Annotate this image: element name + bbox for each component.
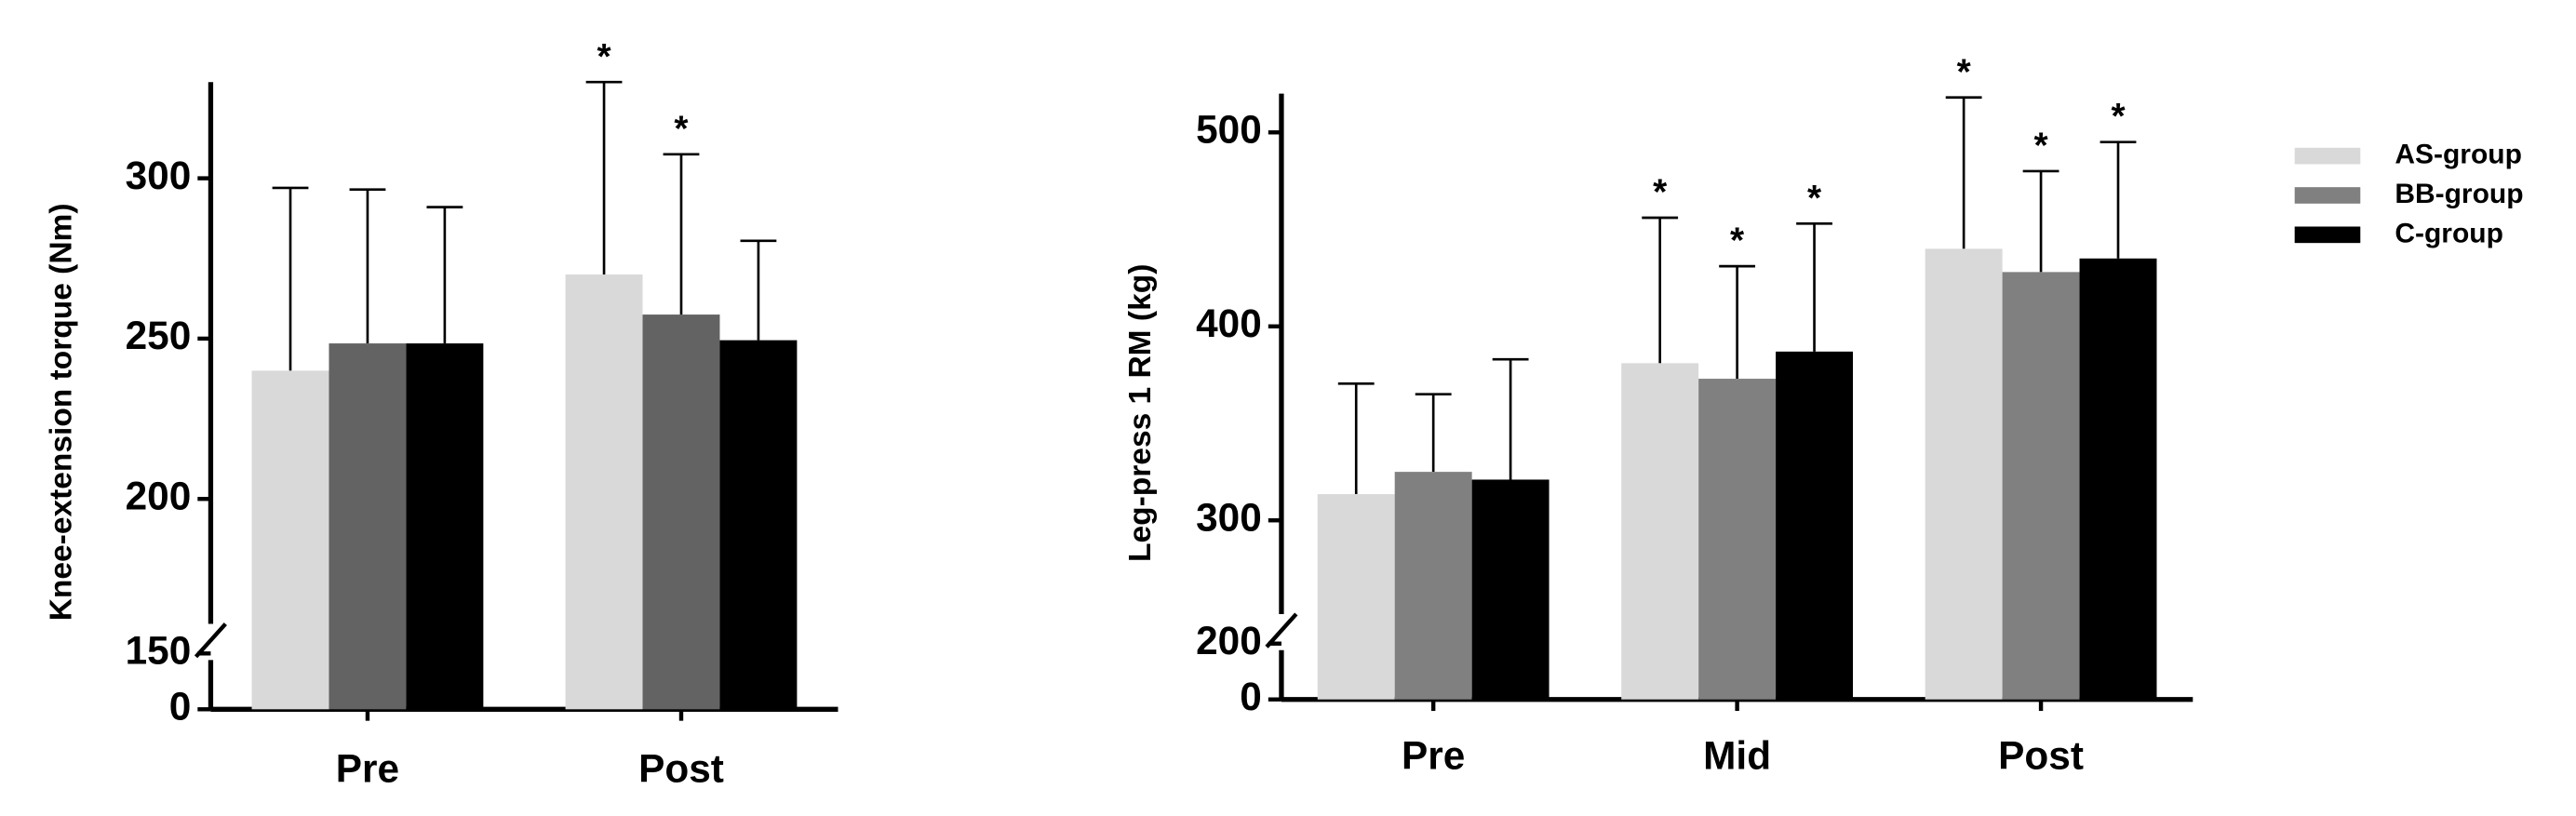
legend-label: BB-group [2395,179,2523,209]
bar [719,340,798,710]
y-tick-label: 300 [1196,495,1262,539]
bar [251,370,329,710]
bar [2079,258,2157,700]
y-tick-label: 0 [169,684,192,728]
significance-marker: * [597,37,611,77]
bar [406,343,484,710]
bar [1776,351,1854,700]
significance-marker: * [1730,221,1745,261]
significance-marker: * [1957,52,1972,92]
bar [2002,272,2080,700]
legend-swatch [2294,147,2361,165]
x-tick-label: Post [638,747,724,791]
legend-swatch [2294,226,2361,244]
y-tick-label: 400 [1196,301,1262,345]
y-tick-label: 200 [126,474,192,517]
bar [1925,248,2003,700]
significance-marker: * [2034,127,2049,167]
y-axis-label: Leg-press 1 RM (kg) [1123,264,1158,562]
bar [1621,363,1699,700]
bar [1698,379,1777,700]
legend-label: C-group [2395,218,2503,248]
significance-marker: * [2111,97,2126,137]
axis-break [1265,612,1298,649]
y-axis-label: Knee-extension torque (Nm) [44,204,78,622]
x-tick-label: Post [1998,733,2084,777]
significance-marker: * [674,109,689,149]
bar [1394,472,1472,700]
bar [565,274,643,710]
x-tick-label: Mid [1703,733,1771,777]
axis-break [194,622,227,659]
bar [329,343,407,710]
y-tick-label: 150 [126,628,192,672]
significance-marker: * [1807,179,1822,219]
legend-label: AS-group [2395,140,2522,170]
y-tick-label: 500 [1196,107,1262,151]
y-tick-label: 200 [1196,619,1262,662]
significance-marker: * [1653,173,1668,213]
x-tick-label: Pre [336,747,399,791]
y-tick-label: 0 [1240,675,1262,718]
bar [642,314,720,710]
legend-swatch [2294,187,2361,204]
bar [1317,494,1395,700]
y-tick-label: 250 [126,314,192,357]
x-tick-label: Pre [1402,733,1465,777]
y-tick-label: 300 [126,154,192,197]
bar [1471,479,1550,700]
